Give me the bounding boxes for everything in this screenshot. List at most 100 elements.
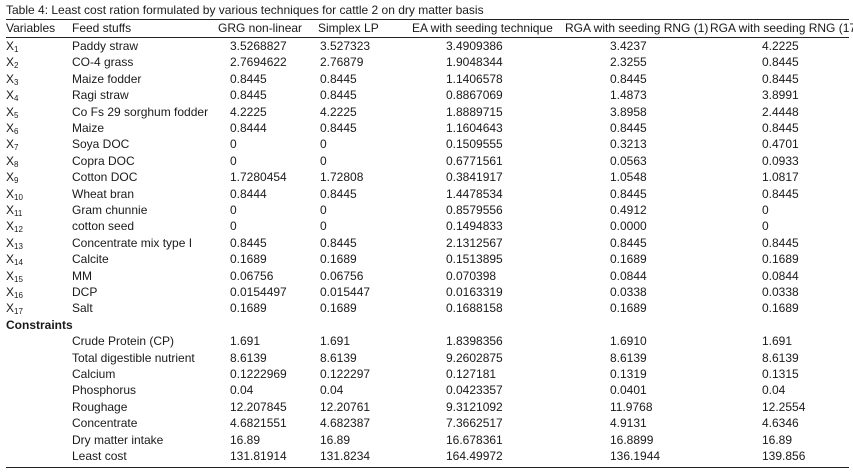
variable-cell: X11 (6, 202, 22, 218)
grg-value: 0.1689 (230, 301, 267, 316)
simplex-value: 2.76879 (320, 55, 364, 70)
rga-1-value: 0.0338 (610, 285, 647, 299)
feed-stuff-name: Maize (72, 121, 105, 135)
grg-value: 0.1689 (230, 252, 267, 267)
variable-cell: X16 (6, 284, 23, 300)
rga-17-value: 8.6139 (762, 350, 799, 365)
variable-cell: X5 (6, 104, 18, 120)
feed-stuff-name: CO-4 grass (72, 55, 134, 70)
constraint-name: Concentrate (72, 416, 138, 431)
feed-stuff-name: Gram chunnie (72, 203, 148, 217)
ea-value: 0.1688158 (446, 301, 503, 316)
feed-stuff-name: Soya DOC (72, 137, 130, 152)
feed-stuff-name: Paddy straw (72, 39, 139, 53)
variable-symbol: X (6, 203, 15, 217)
rga-1-value: 1.6910 (610, 334, 647, 349)
table-row: X3 Maize fodder 0.8445 0.8445 1.1406578 0.844… (0, 71, 853, 87)
constraint-name: Roughage (72, 399, 128, 414)
rga-17-value: 0.1315 (762, 367, 799, 381)
ea-value: 7.3662517 (446, 416, 503, 431)
constraint-row: Dry matter intake 16.89 16.89 16.678361 16.8… (0, 432, 853, 448)
ea-value: 2.1312567 (446, 235, 503, 250)
simplex-value: 1.691 (320, 334, 351, 349)
top-rule (6, 19, 849, 20)
simplex-value: 0.8445 (320, 71, 357, 86)
rga-17-value: 0.0844 (762, 268, 799, 283)
grg-value: 0.8445 (230, 88, 267, 103)
rga-1-value: 11.9768 (610, 399, 653, 414)
variable-cell: X1 (6, 38, 18, 54)
ea-value: 0.0163319 (446, 285, 503, 299)
variable-symbol: X (6, 252, 15, 267)
variable-subscript: 17 (14, 307, 23, 317)
ea-value: 0.1494833 (446, 219, 503, 234)
variable-subscript: 11 (14, 209, 23, 218)
variable-cell: X6 (6, 120, 18, 136)
rga-17-value: 3.8991 (762, 88, 799, 103)
constraint-row: Crude Protein (CP) 1.691 1.691 1.8398356 1.6… (0, 333, 853, 349)
variable-symbol: X (6, 235, 15, 250)
rga-17-value: 0.8445 (762, 121, 799, 135)
ea-value: 16.678361 (446, 432, 503, 447)
grg-value: 16.89 (230, 432, 261, 447)
variable-symbol: X (6, 301, 15, 316)
simplex-value: 3.527323 (320, 39, 371, 53)
rga-17-value: 0.04 (762, 383, 786, 398)
constraint-row: Concentrate 4.6821551 4.682387 7.3662517 4.9… (0, 415, 853, 431)
variable-cell: X14 (6, 251, 23, 267)
feed-stuff-name: Concentrate mix type I (72, 235, 193, 250)
rga-17-value: 0.8445 (762, 55, 799, 70)
ea-value: 1.9048344 (446, 55, 503, 70)
table-header-row: Variables Feed stuffs GRG non-linear Sim… (0, 20, 853, 36)
constraint-row: Total digestible nutrient 8.6139 8.6139 9.2… (0, 350, 853, 366)
header-grg: GRG non-linear (218, 21, 303, 35)
constraint-name: Phosphorus (72, 383, 137, 398)
rga-17-value: 0 (762, 203, 769, 217)
grg-value: 0.8444 (230, 186, 267, 201)
rga-17-value: 12.2554 (762, 399, 806, 414)
table-row: X15 MM 0.06756 0.06756 0.070398 0.0844 0.0844 (0, 268, 853, 284)
grg-value: 4.2225 (230, 104, 267, 119)
variable-subscript: 15 (14, 274, 23, 284)
rga-1-value: 0.0000 (610, 219, 647, 234)
grg-value: 0.8445 (230, 71, 267, 86)
ea-value: 0.0423357 (446, 383, 503, 398)
variable-subscript: 2 (14, 61, 19, 71)
variable-symbol: X (6, 39, 15, 53)
feed-stuff-name: Cotton DOC (72, 170, 138, 185)
rga-1-value: 2.3255 (610, 55, 647, 70)
rga-17-value: 4.6346 (762, 416, 799, 431)
feed-stuff-name: cotton seed (72, 219, 135, 234)
table-row: X1 Paddy straw 3.5268827 3.527323 3.4909386 3… (0, 38, 853, 54)
ea-value: 1.4478534 (446, 186, 503, 201)
simplex-value: 1.72808 (320, 170, 364, 185)
variable-cell: X10 (6, 186, 23, 202)
constraints-label: Constraints (6, 317, 73, 332)
rga-1-value: 0.0563 (610, 153, 647, 168)
rga-17-value: 2.4448 (762, 104, 799, 119)
variable-cell: X2 (6, 54, 18, 70)
rga-17-value: 1.0817 (762, 170, 799, 185)
rga-17-value: 0.8445 (762, 71, 799, 86)
rga-1-value: 3.8958 (610, 104, 647, 119)
feed-stuff-name: Maize fodder (72, 71, 142, 86)
rga-1-value: 4.9131 (610, 416, 647, 431)
simplex-value: 0.8445 (320, 88, 357, 103)
grg-value: 0.06756 (230, 268, 274, 283)
ea-value: 3.4909386 (446, 39, 503, 53)
variable-cell: X15 (6, 268, 23, 284)
feed-stuff-name: DCP (72, 285, 98, 299)
variable-cell: X17 (6, 300, 23, 316)
variable-symbol: X (6, 153, 15, 168)
grg-value: 12.207845 (230, 399, 287, 414)
grg-value: 1.691 (230, 334, 261, 349)
ea-value: 0.8867069 (446, 88, 503, 103)
variable-symbol: X (6, 88, 15, 103)
grg-value: 0 (230, 153, 237, 168)
variable-symbol: X (6, 71, 15, 86)
variable-subscript: 3 (14, 77, 19, 87)
variable-symbol: X (6, 121, 15, 135)
rga-17-value: 0 (762, 219, 769, 234)
ea-value: 0.1513895 (446, 252, 503, 267)
constraint-row: Roughage 12.207845 12.20761 9.3121092 11.976… (0, 399, 853, 415)
